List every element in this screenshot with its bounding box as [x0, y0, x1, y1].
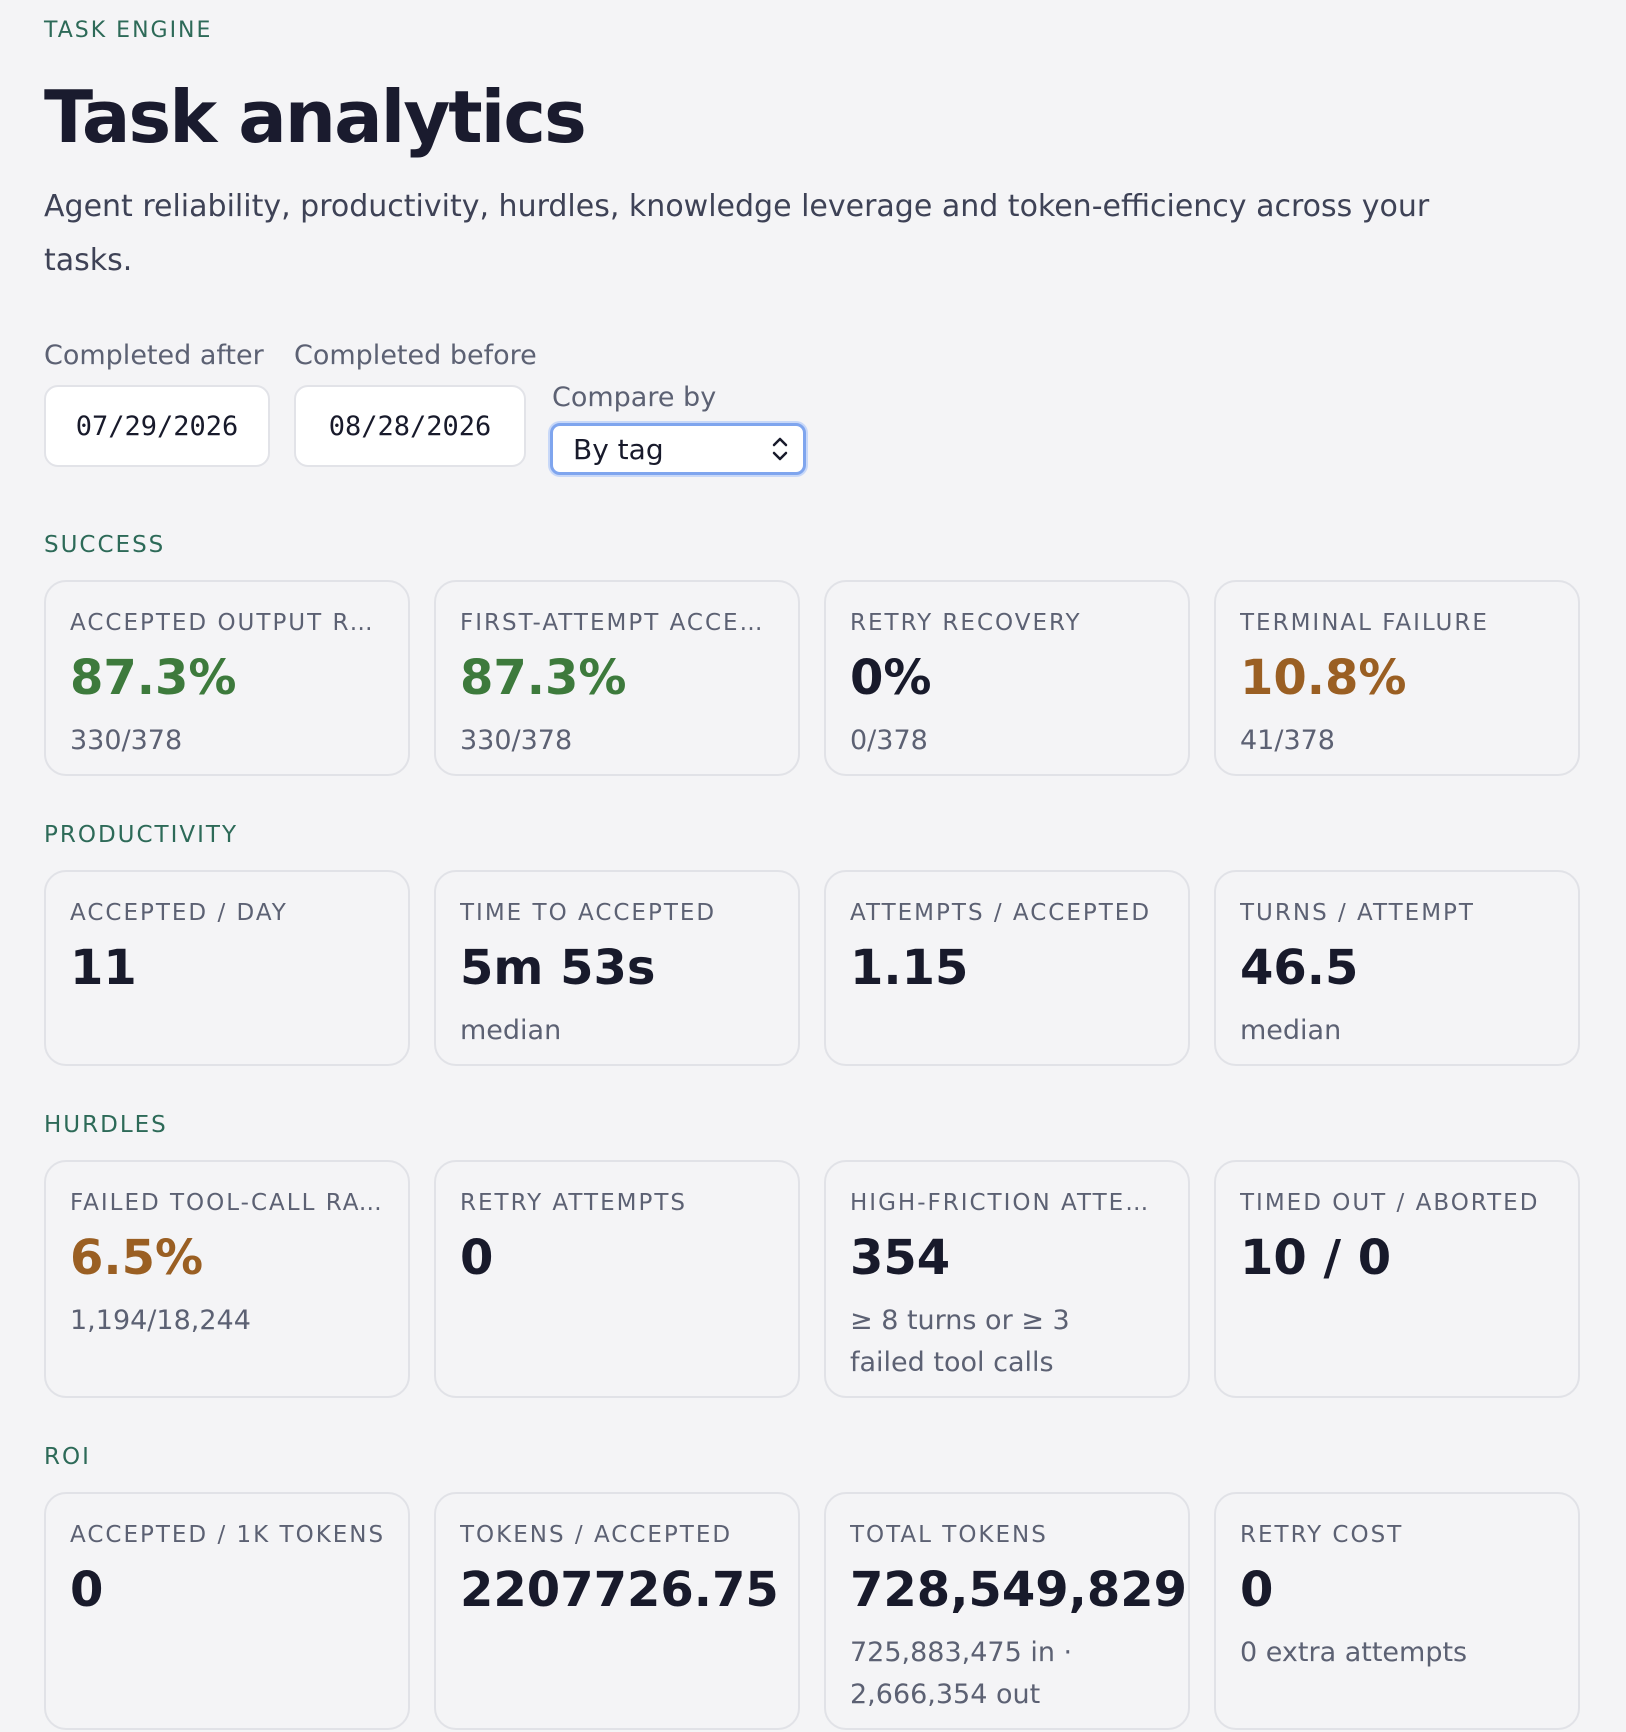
metric-card-accepted-per-1k-tokens: ACCEPTED / 1K TOKENS 0	[44, 1492, 410, 1730]
metric-card-retry-attempts: RETRY ATTEMPTS 0	[434, 1160, 800, 1398]
metric-subtext: median	[460, 1015, 562, 1046]
metric-value: 5m 53s	[460, 940, 656, 996]
metric-subtext: median	[1240, 1015, 1342, 1046]
metric-label: TIMED OUT / ABORTED	[1240, 1190, 1540, 1216]
completed-after-label: Completed after	[44, 340, 264, 371]
metric-card-accepted-output-rate: ACCEPTED OUTPUT RA… 87.3% 330/378	[44, 580, 410, 776]
metric-value: 0	[460, 1230, 494, 1286]
metric-value: 11	[70, 940, 137, 996]
metric-label: TURNS / ATTEMPT	[1240, 900, 1475, 926]
metric-label: FIRST-ATTEMPT ACCE…	[460, 610, 765, 636]
chevron-up-down-icon	[772, 437, 788, 461]
metric-value: 354	[850, 1230, 951, 1286]
metric-card-turns-per-attempt: TURNS / ATTEMPT 46.5 median	[1214, 870, 1580, 1066]
metric-subtext: 0/378	[850, 725, 928, 756]
section-title-success: SUCCESS	[44, 532, 166, 558]
metric-label: TOTAL TOKENS	[850, 1522, 1048, 1548]
metric-value: 0	[1240, 1562, 1274, 1618]
metric-subtext: 1,194/18,244	[70, 1305, 251, 1336]
metric-value: 0%	[850, 650, 932, 706]
section-title-roi: ROI	[44, 1444, 91, 1470]
completed-before-input[interactable]: 08/28/2026	[294, 385, 526, 467]
metric-value: 2207726.75	[460, 1562, 779, 1618]
metric-value: 87.3%	[70, 650, 237, 706]
completed-after-filter: Completed after	[44, 340, 264, 371]
completed-before-filter: Completed before	[294, 340, 537, 371]
page-subtitle: Agent reliability, productivity, hurdles…	[44, 189, 1430, 278]
metric-label: RETRY RECOVERY	[850, 610, 1082, 636]
metric-card-first-attempt-accepted: FIRST-ATTEMPT ACCE… 87.3% 330/378	[434, 580, 800, 776]
metric-label: TIME TO ACCEPTED	[460, 900, 717, 926]
completed-before-label: Completed before	[294, 340, 537, 371]
metric-label: TERMINAL FAILURE	[1240, 610, 1489, 636]
metric-subtext: 330/378	[460, 725, 573, 756]
metric-value: 1.15	[850, 940, 969, 996]
metric-subtext: ≥ 8 turns or ≥ 3 failed tool calls	[850, 1305, 1070, 1378]
section-title-hurdles: HURDLES	[44, 1112, 168, 1138]
metric-card-terminal-failure: TERMINAL FAILURE 10.8% 41/378	[1214, 580, 1580, 776]
metric-value: 10.8%	[1240, 650, 1407, 706]
metric-card-attempts-per-accepted: ATTEMPTS / ACCEPTED 1.15	[824, 870, 1190, 1066]
metric-subtext: 330/378	[70, 725, 183, 756]
metric-label: ACCEPTED / DAY	[70, 900, 288, 926]
page-title: Task analytics	[44, 75, 587, 159]
section-title-productivity: PRODUCTIVITY	[44, 822, 239, 848]
compare-by-select[interactable]: By tag	[550, 423, 806, 475]
metric-label: TOKENS / ACCEPTED	[460, 1522, 733, 1548]
compare-by-filter: Compare by	[552, 382, 716, 413]
metric-card-retry-recovery: RETRY RECOVERY 0% 0/378	[824, 580, 1190, 776]
metric-label: FAILED TOOL-CALL RATE	[70, 1190, 390, 1216]
metric-card-timed-out-aborted: TIMED OUT / ABORTED 10 / 0	[1214, 1160, 1580, 1398]
metric-label: ACCEPTED / 1K TOKENS	[70, 1522, 386, 1548]
metric-label: RETRY COST	[1240, 1522, 1404, 1548]
metric-label: ATTEMPTS / ACCEPTED	[850, 900, 1152, 926]
eyebrow-label: TASK ENGINE	[44, 18, 213, 43]
metric-label: ACCEPTED OUTPUT RA…	[70, 610, 390, 636]
metric-card-time-to-accepted: TIME TO ACCEPTED 5m 53s median	[434, 870, 800, 1066]
metric-label: HIGH-FRICTION ATTEM…	[850, 1190, 1170, 1216]
metric-value: 10 / 0	[1240, 1230, 1392, 1286]
metric-value: 46.5	[1240, 940, 1359, 996]
metric-value: 728,549,829	[850, 1562, 1188, 1618]
metric-subtext: 41/378	[1240, 725, 1335, 756]
metric-label: RETRY ATTEMPTS	[460, 1190, 687, 1216]
metric-card-retry-cost: RETRY COST 0 0 extra attempts	[1214, 1492, 1580, 1730]
metric-card-tokens-per-accepted: TOKENS / ACCEPTED 2207726.75	[434, 1492, 800, 1730]
metric-card-failed-tool-call-rate: FAILED TOOL-CALL RATE 6.5% 1,194/18,244	[44, 1160, 410, 1398]
metric-card-high-friction-attempts: HIGH-FRICTION ATTEM… 354 ≥ 8 turns or ≥ …	[824, 1160, 1190, 1398]
metric-value: 87.3%	[460, 650, 627, 706]
metric-subtext: 0 extra attempts	[1240, 1637, 1468, 1668]
metric-subtext: 725,883,475 in · 2,666,354 out	[850, 1637, 1073, 1710]
metric-value: 6.5%	[70, 1230, 204, 1286]
metric-card-total-tokens: TOTAL TOKENS 728,549,829 725,883,475 in …	[824, 1492, 1190, 1730]
metric-value: 0	[70, 1562, 104, 1618]
compare-by-label: Compare by	[552, 382, 717, 413]
metric-card-accepted-per-day: ACCEPTED / DAY 11	[44, 870, 410, 1066]
compare-by-value: By tag	[573, 432, 664, 466]
completed-after-input[interactable]: 07/29/2026	[44, 385, 270, 467]
